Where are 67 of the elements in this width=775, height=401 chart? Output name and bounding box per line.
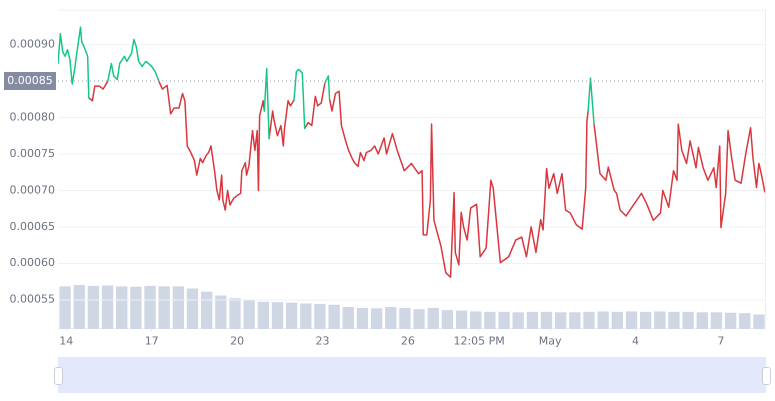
bar <box>342 307 354 329</box>
bar <box>696 312 708 329</box>
bar <box>186 288 198 329</box>
bar <box>583 312 595 329</box>
bar <box>144 286 156 329</box>
bar <box>229 298 241 329</box>
bar <box>286 302 298 329</box>
bar <box>753 314 765 329</box>
bar <box>428 308 439 329</box>
x-tick-label: 12:05 PM <box>453 334 505 348</box>
bar <box>512 312 524 329</box>
y-tick-label: 0.00065 <box>10 220 55 233</box>
bar <box>498 312 510 329</box>
y-tick-label: 0.00055 <box>10 292 55 306</box>
bar <box>59 286 71 329</box>
x-tick-label: 7 <box>717 334 724 348</box>
bar <box>654 311 666 329</box>
bar <box>569 312 581 329</box>
bar <box>328 304 340 329</box>
bar <box>724 312 736 329</box>
y-tick-label: 0.00090 <box>10 37 55 50</box>
bar <box>116 286 128 329</box>
bar <box>442 310 454 329</box>
bar <box>668 312 680 329</box>
bar <box>258 302 269 329</box>
bar <box>456 310 468 329</box>
bar <box>385 307 396 329</box>
y-tick-label: 0.00070 <box>10 183 55 196</box>
y-tick-label: 0.00080 <box>10 110 55 124</box>
bar <box>739 313 750 329</box>
bar <box>158 286 170 329</box>
bar <box>300 303 312 329</box>
bar <box>215 296 227 329</box>
bar <box>243 300 255 329</box>
bar <box>413 309 425 329</box>
bar <box>314 304 326 329</box>
bar <box>526 312 538 329</box>
x-tick-label: May <box>538 334 562 348</box>
bar <box>102 285 114 329</box>
bar <box>356 308 368 329</box>
bar <box>201 292 212 329</box>
y-tick-label: 0.00075 <box>10 146 55 160</box>
y-tick-label: 0.00060 <box>10 256 55 270</box>
bar <box>172 286 184 329</box>
bar <box>555 312 566 329</box>
bar <box>682 312 694 329</box>
bar <box>272 302 284 329</box>
bar <box>710 312 722 329</box>
bar <box>540 312 552 329</box>
bar <box>370 308 382 329</box>
bar <box>597 311 609 329</box>
bar <box>130 286 142 329</box>
bar <box>626 311 638 329</box>
ref-line-label: 0.00085 <box>7 74 53 87</box>
bar <box>612 312 623 329</box>
bar <box>470 311 482 329</box>
bar <box>399 308 411 329</box>
bar <box>88 286 100 329</box>
x-tick-label: 26 <box>400 334 415 348</box>
x-tick-label: 23 <box>315 334 330 348</box>
x-tick-label: 14 <box>59 334 74 348</box>
x-tick-label: 4 <box>632 334 640 348</box>
bar <box>74 285 85 329</box>
bar <box>484 312 496 329</box>
bar <box>640 312 652 329</box>
x-tick-label: 20 <box>230 334 244 348</box>
x-tick-label: 17 <box>144 334 159 348</box>
